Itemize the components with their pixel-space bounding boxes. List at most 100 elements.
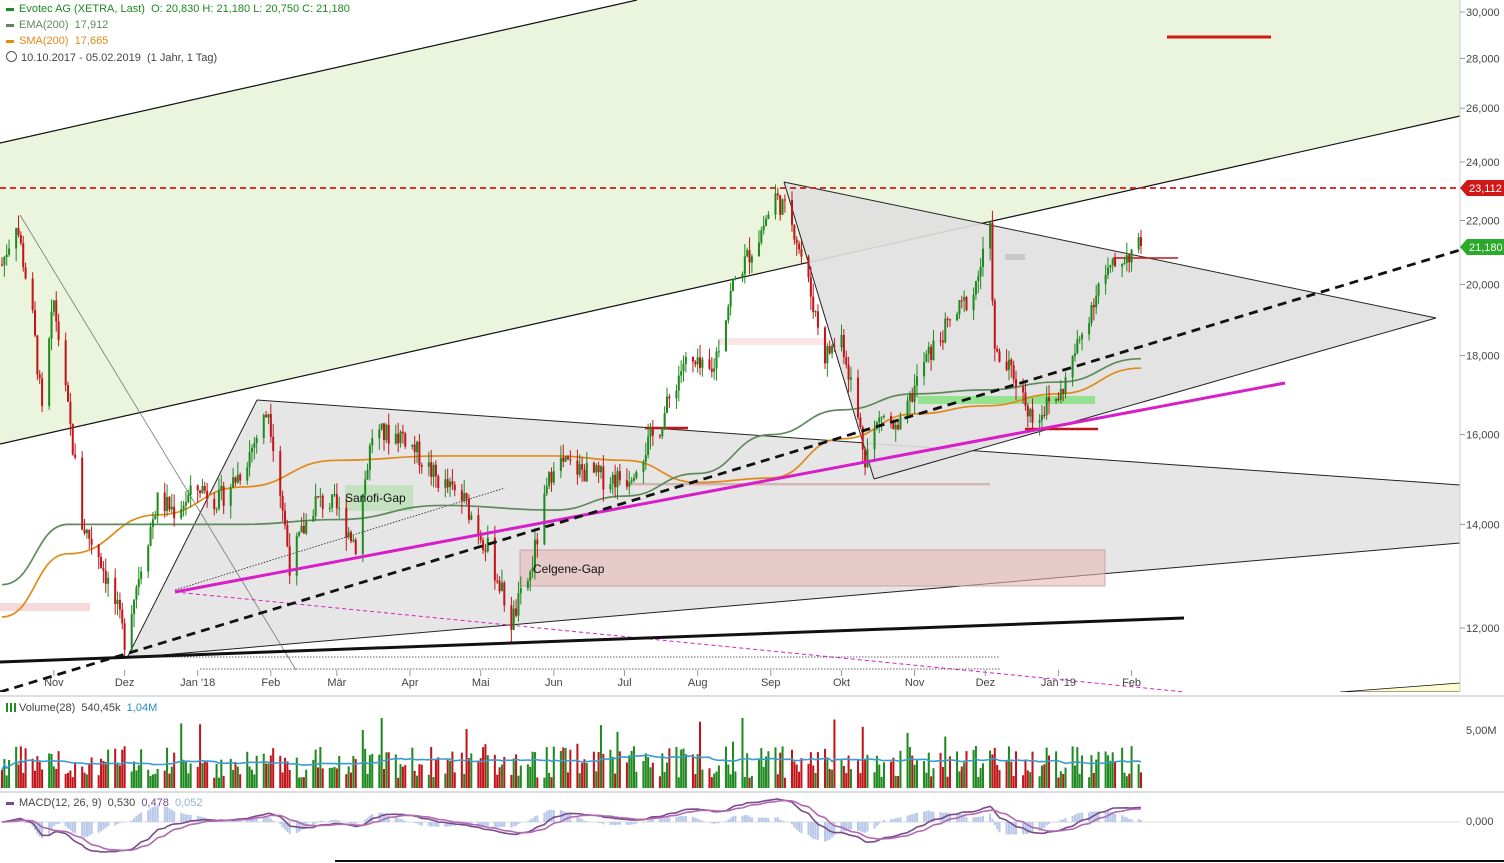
sma-200-line [1, 367, 1142, 618]
x-tick-label: Sep [761, 677, 781, 689]
volume-bar [140, 749, 143, 788]
volume-bar [366, 773, 369, 788]
candle-body [149, 526, 152, 546]
volume-bar [823, 748, 827, 788]
macd-hist-bar [899, 817, 902, 822]
volume-bar [750, 775, 753, 788]
macd-hist-bar [680, 816, 683, 822]
volume-bar [430, 746, 433, 788]
macd-hist-bar [116, 822, 119, 824]
volume-bar [295, 757, 298, 788]
candle-body [413, 444, 416, 453]
volume-bar [1088, 777, 1091, 788]
candle-body [647, 436, 650, 456]
macd-hist-bar [1081, 812, 1084, 822]
volume-legend: Volume(28) 540,45k 1,04M [6, 702, 157, 714]
volume-bar [944, 736, 947, 788]
candle-body [463, 492, 466, 501]
volume-bar [206, 762, 209, 788]
volume-bar [529, 766, 532, 788]
candle-body [213, 498, 216, 510]
volume-bar [781, 746, 784, 788]
candle-body [397, 433, 400, 444]
volume-bar [411, 747, 414, 788]
volume-bar [1012, 775, 1015, 788]
sanofi-gap-zone[interactable] [345, 485, 413, 511]
volume-bar [708, 768, 711, 788]
volume-bar [246, 751, 249, 788]
volume-bar [663, 772, 666, 788]
volume-bar [90, 757, 93, 788]
volume-bar [991, 754, 994, 788]
candle-body [878, 417, 881, 423]
candle-body [135, 587, 138, 600]
volume-bar [774, 747, 777, 788]
volume-bar [404, 765, 407, 788]
macd-hist-bar [635, 822, 638, 824]
volume-value-1: 540,45k [81, 702, 121, 714]
legend-title-row: Evotec AG (XETRA, Last) O: 20,830 H: 21,… [6, 3, 350, 15]
macd-hist-bar [404, 820, 407, 822]
volume-bar [220, 759, 223, 788]
volume-bar [618, 751, 621, 788]
candle-body [724, 320, 727, 352]
macd-hist-bar [779, 819, 782, 822]
candle-body [866, 449, 869, 468]
volume-bar [1097, 751, 1100, 788]
volume-bar [864, 759, 867, 788]
candle-body [470, 515, 473, 520]
celgene-gap-zone[interactable] [519, 549, 1106, 587]
candle-body [477, 515, 480, 536]
x-tick-label: Dez [115, 677, 135, 689]
macd-hist-bar [182, 813, 185, 822]
macd-hist-bar [184, 814, 187, 822]
macd-hist-bar [1114, 813, 1117, 822]
candle-body [1062, 388, 1065, 394]
macd-hist-bar [503, 822, 506, 827]
volume-bar [710, 777, 713, 788]
x-tick-label: Feb [1122, 677, 1141, 689]
volume-bar [1076, 747, 1079, 788]
macd-hist-bar [265, 816, 268, 822]
triangle-left [127, 400, 1460, 658]
candle-body [581, 464, 584, 470]
candle-body [288, 546, 291, 576]
volume-bar [651, 762, 654, 788]
macd-hist-bar [981, 815, 985, 822]
candle-body [807, 256, 810, 278]
candle-body [430, 462, 433, 477]
candle-body [618, 471, 621, 481]
candle-body [347, 532, 350, 538]
macd-hist-bar [515, 822, 518, 826]
candle-body [946, 318, 949, 320]
triangle-left-lower [126, 542, 1460, 659]
macd-hist-bar [1012, 822, 1015, 835]
macd-line [1, 798, 1142, 853]
macd-hist-bar [493, 822, 496, 828]
macd-hist-bar [892, 818, 895, 822]
candle-body [366, 470, 369, 480]
macd-hist-bar [413, 822, 416, 824]
candle-body [493, 537, 496, 581]
candle-body [281, 495, 284, 511]
volume-bar [699, 721, 702, 788]
candle-body [196, 485, 199, 491]
volume-bar [512, 758, 515, 788]
candle-body [434, 464, 437, 477]
candle-body [427, 462, 430, 467]
macd-hist-bar [578, 817, 581, 822]
macd-hist-bar [1088, 812, 1091, 822]
macd-hist-bar [548, 809, 551, 822]
oct-zone [630, 483, 990, 486]
y-tick-label: 26,000 [1466, 103, 1500, 115]
macd-hist-bar [696, 818, 699, 822]
candle-body [137, 578, 140, 588]
macd-hist-bar [597, 822, 600, 823]
macd-hist-bar [248, 819, 251, 822]
macd-hist-bar [762, 817, 765, 822]
macd-hist-bar [552, 810, 555, 822]
candle-body [717, 351, 720, 353]
volume-bar [383, 768, 386, 788]
candle-body [906, 400, 909, 417]
